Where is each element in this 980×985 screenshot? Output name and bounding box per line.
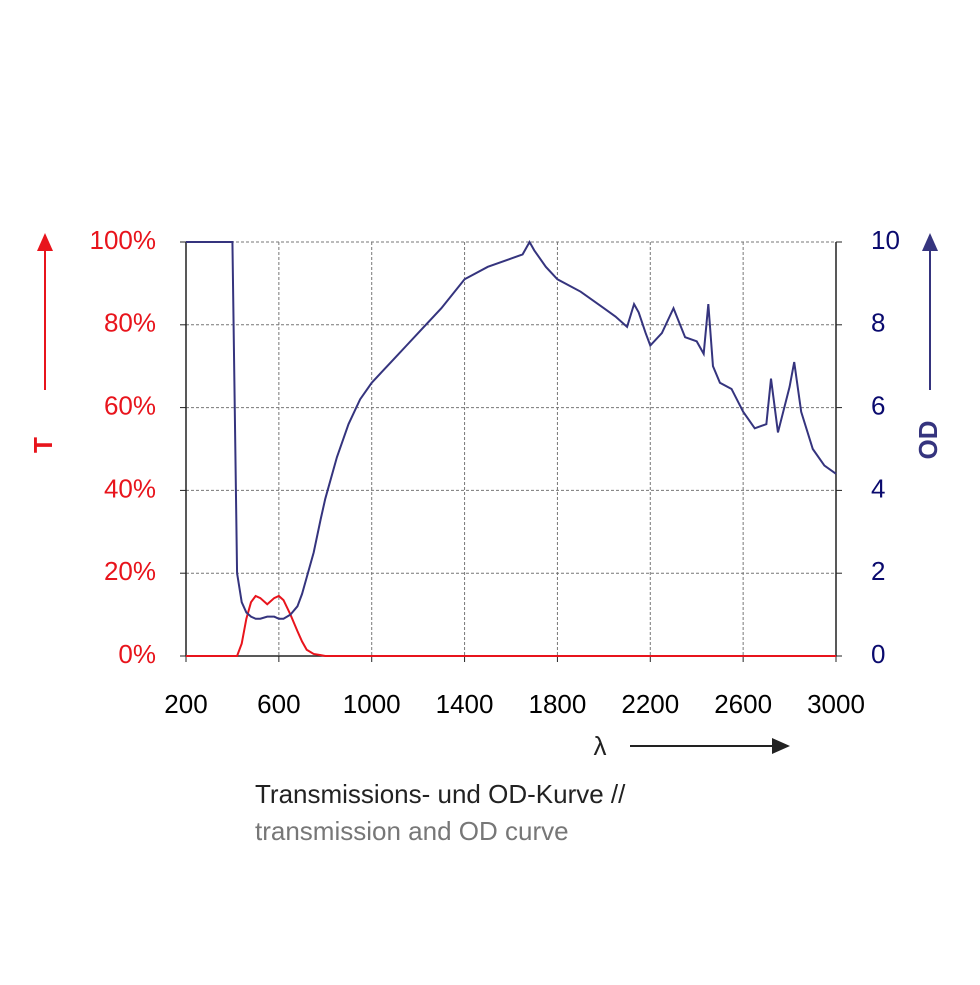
x-tick-label: 3000 [807,689,865,719]
caption: transmission and OD curve [255,816,569,846]
x-tick-label: 1800 [529,689,587,719]
x-tick-label: 600 [257,689,300,719]
y-tick-label: 0% [118,639,156,669]
x-tick-label: 1000 [343,689,401,719]
y-tick-label: 20% [104,556,156,586]
x-tick-label: 2600 [714,689,772,719]
y2-tick-label: 6 [871,390,885,420]
data-line [186,239,837,620]
y2-tick-label: 10 [871,225,900,255]
data-line [186,594,836,657]
y-axis-title: T [28,437,58,453]
x-tick-label: 2200 [621,689,679,719]
x-axis-title: λ [594,731,607,761]
caption: Transmissions- und OD-Kurve // [255,779,626,809]
y-tick-label: 100% [90,225,157,255]
y2-tick-label: 4 [871,473,885,503]
y2-tick-label: 2 [871,556,885,586]
y-tick-label: 80% [104,308,156,338]
x-tick-label: 1400 [436,689,494,719]
y-tick-label: 40% [104,473,156,503]
x-tick-label: 200 [164,689,207,719]
y2-axis-title: OD [913,421,943,460]
y2-tick-label: 8 [871,308,885,338]
y-tick-label: 60% [104,390,156,420]
y2-tick-label: 0 [871,639,885,669]
